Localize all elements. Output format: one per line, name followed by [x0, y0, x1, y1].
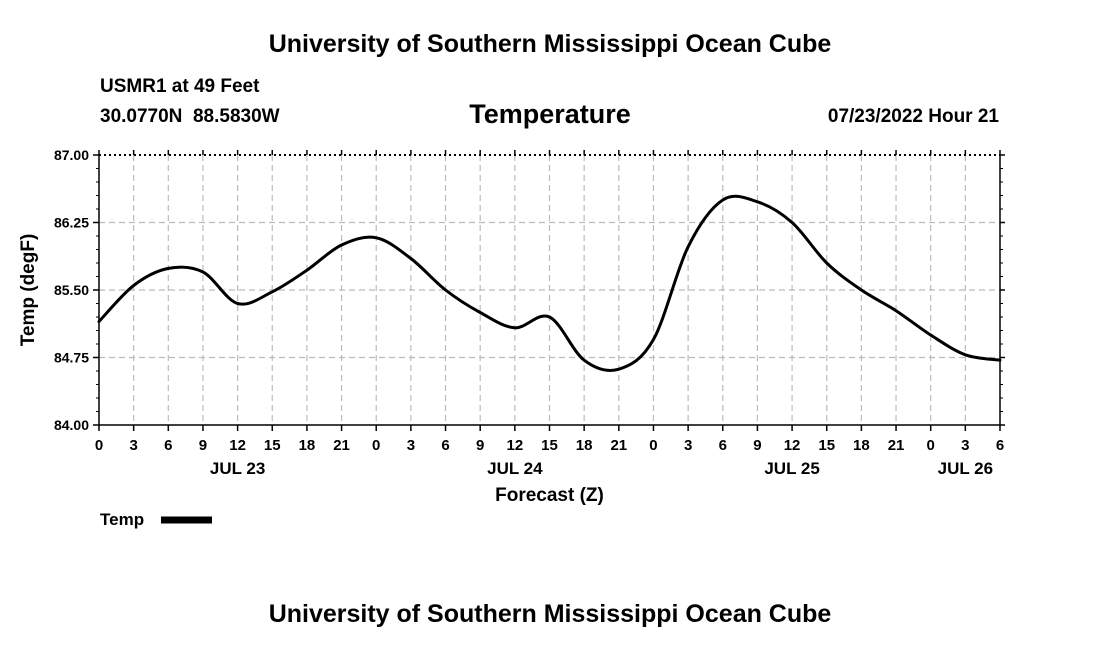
x-tick-label: 6 — [441, 437, 449, 454]
x-tick-label: 3 — [407, 437, 415, 454]
x-tick-label: 0 — [95, 437, 103, 454]
x-tick-label: 6 — [164, 437, 172, 454]
x-tick-label: 6 — [996, 437, 1004, 454]
x-tick-label: 21 — [610, 437, 627, 454]
footer-title: University of Southern Mississippi Ocean… — [268, 600, 832, 628]
x-tick-label: 3 — [129, 437, 137, 454]
x-tick-label: 12 — [229, 437, 246, 454]
x-tick-label: 18 — [576, 437, 593, 454]
x-date-label: JUL 24 — [487, 459, 543, 478]
x-date-label: JUL 26 — [938, 459, 993, 478]
x-date-label: JUL 25 — [764, 459, 819, 478]
x-tick-label: 0 — [927, 437, 935, 454]
y-tick-label: 87.00 — [54, 147, 89, 163]
y-tick-label: 85.50 — [54, 282, 89, 298]
x-tick-label: 21 — [888, 437, 905, 454]
x-tick-label: 15 — [541, 437, 558, 454]
coordinates-label: 30.0770N 88.5830W — [100, 106, 280, 127]
legend-label: Temp — [100, 510, 144, 529]
y-tick-label: 84.00 — [54, 417, 89, 433]
x-tick-label: 18 — [853, 437, 870, 454]
x-tick-label: 0 — [649, 437, 657, 454]
x-tick-label: 0 — [372, 437, 380, 454]
y-axis-label: Temp (degF) — [18, 234, 39, 347]
forecast-datetime: 07/23/2022 Hour 21 — [827, 106, 999, 127]
y-tick-label: 86.25 — [54, 215, 89, 231]
page-title: University of Southern Mississippi Ocean… — [268, 30, 832, 58]
x-date-label: JUL 23 — [210, 459, 265, 478]
y-tick-label: 84.75 — [54, 350, 89, 366]
x-tick-label: 9 — [753, 437, 761, 454]
x-tick-label: 15 — [818, 437, 835, 454]
variable-title: Temperature — [469, 99, 631, 129]
x-tick-label: 3 — [684, 437, 692, 454]
x-axis-label: Forecast (Z) — [495, 485, 604, 506]
x-tick-label: 15 — [264, 437, 281, 454]
x-tick-label: 12 — [784, 437, 801, 454]
x-tick-label: 12 — [507, 437, 524, 454]
x-tick-label: 6 — [719, 437, 727, 454]
x-tick-label: 9 — [476, 437, 484, 454]
station-label: USMR1 at 49 Feet — [100, 76, 260, 97]
x-tick-label: 3 — [961, 437, 969, 454]
x-tick-label: 21 — [333, 437, 350, 454]
x-tick-label: 18 — [299, 437, 316, 454]
x-tick-label: 9 — [199, 437, 207, 454]
